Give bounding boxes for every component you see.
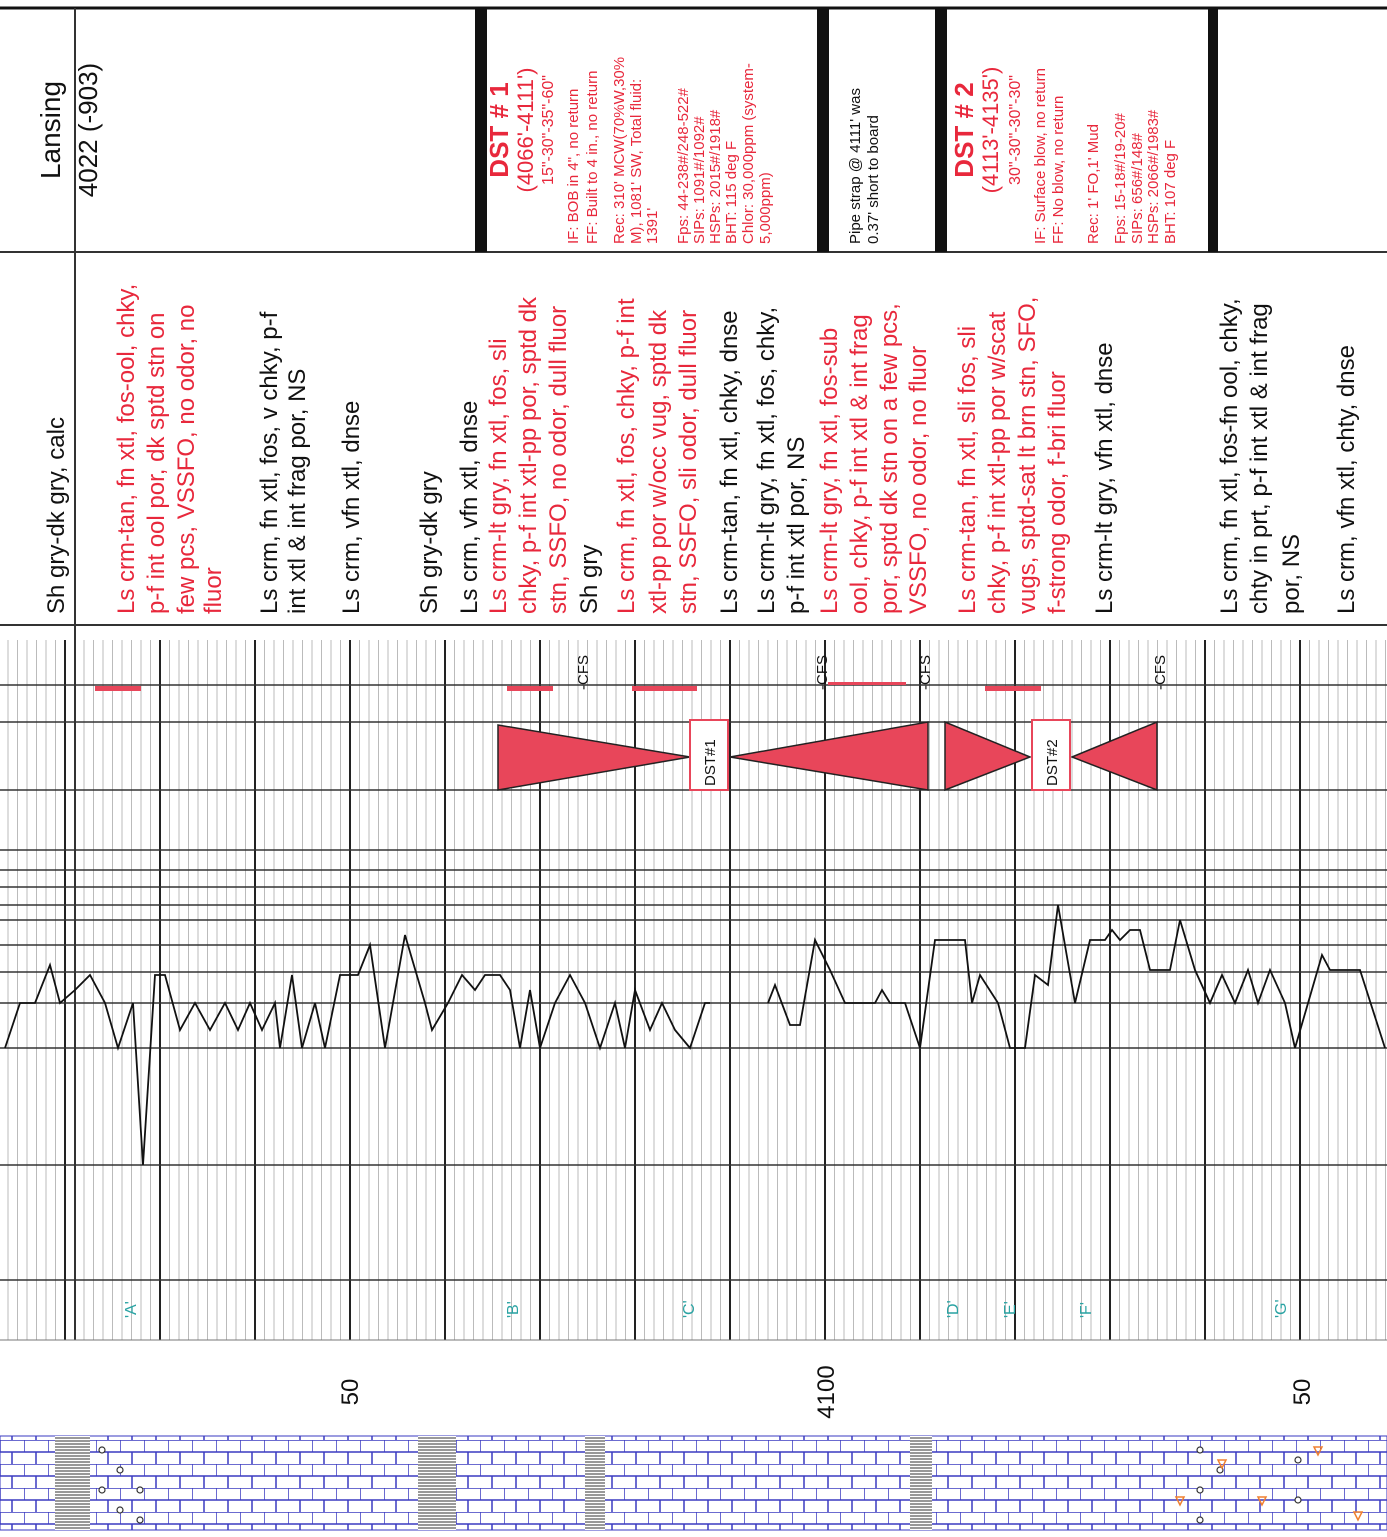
dst-heading: (4113'-4135'): [978, 67, 1003, 194]
dst-detail: HSPs: 2066#/1983#: [1145, 109, 1162, 244]
description: VSSFO, no odor, no fluor: [905, 346, 932, 614]
box-border: [817, 8, 829, 252]
description: chky, p-f int xtl-pp por w/scat: [984, 311, 1011, 614]
dst-detail: Pipe strap @ 4111' was: [847, 88, 864, 244]
dst-detail: Chlor: 30,000ppm (system-: [740, 63, 757, 244]
oolite-symbols: [98, 1446, 1302, 1524]
dst-heading: DST # 2: [949, 82, 979, 177]
rop-curve: [767, 904, 1386, 1049]
depth-label: 50: [1289, 1379, 1316, 1406]
dst-detail: 0.37' short to board: [865, 115, 882, 244]
dst-detail: 1391': [644, 208, 661, 244]
dst-detail: Rec: 1' FO,1' Mud: [1085, 124, 1102, 244]
description: Ls crm, fn xtl, fos-fn ool, chky,: [1216, 298, 1243, 614]
description: Ls crm-lt gry, fn xtl, fos, sli: [485, 338, 512, 614]
description: Ls crm, vfn xtl, chty, dnse: [1333, 345, 1360, 614]
box-border: [1208, 8, 1218, 252]
dst-detail: BHT: 115 deg F: [723, 141, 740, 244]
description: Ls crm-lt gry, fn xtl, fos-sub: [816, 328, 843, 614]
description: stn, SSFO, no odor, dull fluor: [545, 306, 572, 614]
cfs-label: -CFS: [814, 655, 831, 690]
description: chty in prt, p-f int xtl & int frag: [1246, 303, 1273, 614]
description: p-f int ool por, dk sptd stn on: [143, 312, 170, 614]
description: Ls crm, fn xtl, fos, chky, p-f int: [613, 298, 640, 614]
description: Ls crm-tan, fn xtl, fos-ool, chky,: [113, 284, 140, 614]
dst-detail: M), 1081' SW, Total fluid:: [628, 79, 645, 244]
zone-marker: 'D': [945, 1300, 962, 1318]
dst-tag: DST#2: [1044, 739, 1061, 786]
cfs-label: -CFS: [575, 655, 592, 690]
depth-label: 50: [337, 1379, 364, 1406]
dst-tag: DST#1: [702, 739, 719, 786]
zone-marker: 'B': [505, 1301, 522, 1318]
lithology-strip: [0, 1435, 1387, 1531]
formation: Lansing: [35, 81, 66, 179]
dst-detail: Rec: 310' MCW(70%W,30%: [611, 57, 628, 244]
dst-detail: IF: Surface blow, no return: [1032, 68, 1049, 244]
description: fluor: [200, 567, 227, 614]
description: Ls crm, vfn xtl, dnse: [338, 401, 365, 614]
description: chky, p-f int xtl-pp por, sptd dk: [515, 296, 542, 614]
description: stn, SSFO, sli odor, dull fluor: [675, 310, 702, 614]
dst-detail: Fps: 44-238#/248-522#: [675, 87, 692, 244]
dst-heading: (4066'-4111'): [513, 68, 538, 193]
description: p-f int xtl por, NS: [783, 437, 810, 614]
dst-heading: DST # 1: [484, 82, 514, 177]
zone-marker: 'G': [1273, 1299, 1290, 1318]
description: Ls crm-lt gry, fn xtl, fos, chky,: [753, 307, 780, 614]
rop-curve: [4, 934, 710, 1166]
dst-detail: SIPs: 656#/148#: [1129, 132, 1146, 244]
description: por, sptd dk stn on a few pcs,: [876, 303, 903, 614]
dst-detail: HSPs: 2015#/1918#: [707, 109, 724, 244]
chert-symbols: [1174, 1446, 1364, 1522]
dst-detail: IF: BOB in 4", no return: [565, 89, 582, 244]
description: vugs, sptd-sat lt brn stn, SFO,: [1014, 297, 1041, 614]
dst-triangles: [497, 720, 1158, 792]
box-border: [475, 8, 487, 252]
description: por, NS: [1278, 534, 1305, 614]
description: Ls crm, vfn xtl, dnse: [456, 401, 483, 614]
zone-marker: 'F': [1078, 1302, 1095, 1318]
top-depth: 4022 (-903): [73, 63, 103, 197]
description: Ls crm, fn xtl, fos, v chky, p-f: [256, 311, 283, 614]
description: Ls crm-tan, fn xtl, sli fos, sli: [954, 326, 981, 614]
description: xtl-pp por w/occ vug, sptd dk: [645, 309, 672, 614]
description: few pcs, VSSFO, no odor, no: [173, 305, 200, 615]
cfs-label: -CFS: [917, 655, 934, 690]
dst-tag-box: [1031, 719, 1071, 791]
cfs-label: -CFS: [1152, 655, 1169, 690]
depth-label: 4100: [813, 1365, 840, 1418]
box-border: [935, 8, 947, 252]
show-bars: [95, 682, 1041, 691]
description: int xtl & int frag por, NS: [284, 369, 311, 614]
dst-heading: 15"-30"-35"-60": [540, 75, 557, 185]
zone-marker: 'E': [1002, 1301, 1019, 1318]
description: Ls crm-tan, fn xtl, chky, dnse: [716, 310, 743, 614]
description: f-strong odor, f-bri fluor: [1044, 371, 1071, 614]
dst-heading: 30"-30"-30"-30": [1007, 75, 1024, 185]
dst-detail: 5,000ppm): [757, 172, 774, 244]
description: Sh gry: [576, 545, 603, 614]
dst-detail: BHT: 107 deg F: [1162, 140, 1179, 244]
dst-detail: SIPs: 1091#/1092#: [691, 116, 708, 244]
zone-marker: 'A': [123, 1301, 140, 1318]
dst-detail: FF: Built to 4 in., no return: [584, 71, 601, 244]
description: Sh gry-dk gry, calc: [43, 417, 70, 614]
description: ool, chky, p-f int xtl & int frag: [846, 314, 873, 614]
dst-detail: Fps: 15-18#/19-20#: [1112, 112, 1129, 244]
zone-marker: 'C': [681, 1300, 698, 1318]
shale-beds: [55, 1436, 932, 1530]
dst-detail: FF: No blow, no return: [1050, 96, 1067, 244]
description: Sh gry-dk gry: [416, 471, 443, 614]
description: Ls crm-lt gry, vfn xtl, dnse: [1091, 342, 1118, 614]
dst-tag-box: [689, 719, 729, 791]
